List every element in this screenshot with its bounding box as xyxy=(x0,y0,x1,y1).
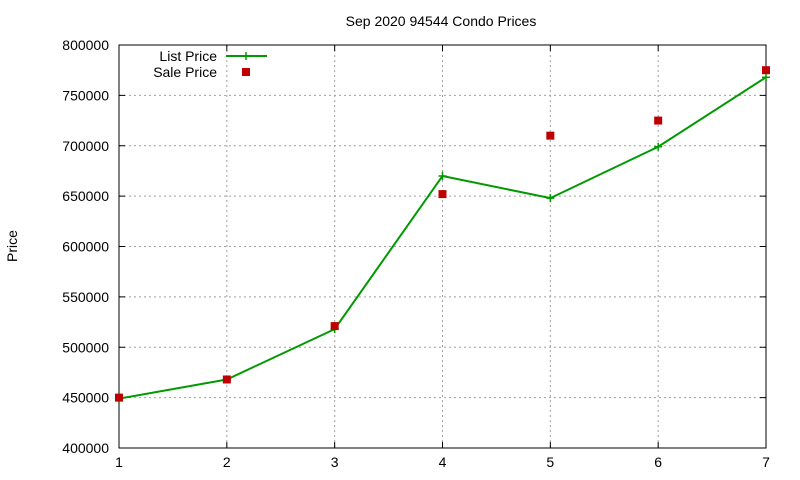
sale-price-point xyxy=(438,190,447,199)
y-tick-label: 400000 xyxy=(62,440,109,456)
sale-price-point xyxy=(546,131,555,140)
sale-price-point xyxy=(115,393,123,402)
x-tick-label: 1 xyxy=(115,454,123,470)
x-tick-label: 2 xyxy=(223,454,231,470)
x-tick-label: 4 xyxy=(439,454,447,470)
y-axis-label: Price xyxy=(4,230,20,262)
legend-label: List Price xyxy=(159,48,217,64)
chart-title: Sep 2020 94544 Condo Prices xyxy=(346,13,537,29)
x-tick-label: 3 xyxy=(331,454,339,470)
series xyxy=(115,66,770,403)
y-tick-label: 500000 xyxy=(62,339,109,355)
y-tick-label: 550000 xyxy=(62,289,109,305)
series-2 xyxy=(115,66,770,402)
y-tick-label: 600000 xyxy=(62,239,109,255)
y-tick-label: 650000 xyxy=(62,188,109,204)
grid xyxy=(119,45,766,448)
series-1 xyxy=(115,73,770,403)
y-tick-label: 750000 xyxy=(62,87,109,103)
x-tick-label: 7 xyxy=(762,454,770,470)
list-price-point xyxy=(654,142,663,151)
sale-price-point xyxy=(654,116,663,125)
x-tick-label: 5 xyxy=(546,454,554,470)
legend-item-2: Sale Price xyxy=(153,64,250,80)
legend-label: Sale Price xyxy=(153,64,217,80)
legend-item-1: List Price xyxy=(159,48,267,64)
legend-plus-swatch xyxy=(242,52,250,60)
y-tick-label: 450000 xyxy=(62,390,109,406)
axis-ticks: 400000 450000 500000 550000 600000 650000 7000… xyxy=(62,37,770,470)
sale-price-point xyxy=(330,322,339,331)
sale-price-point xyxy=(222,375,231,384)
y-tick-label: 700000 xyxy=(62,138,109,154)
list-price-point xyxy=(546,194,555,203)
legend-square-swatch xyxy=(242,68,250,76)
list-price-point xyxy=(762,73,770,82)
list-price-point xyxy=(438,171,447,180)
sale-price-point xyxy=(762,66,770,75)
x-tick-label: 6 xyxy=(654,454,662,470)
y-tick-label: 800000 xyxy=(62,37,109,53)
